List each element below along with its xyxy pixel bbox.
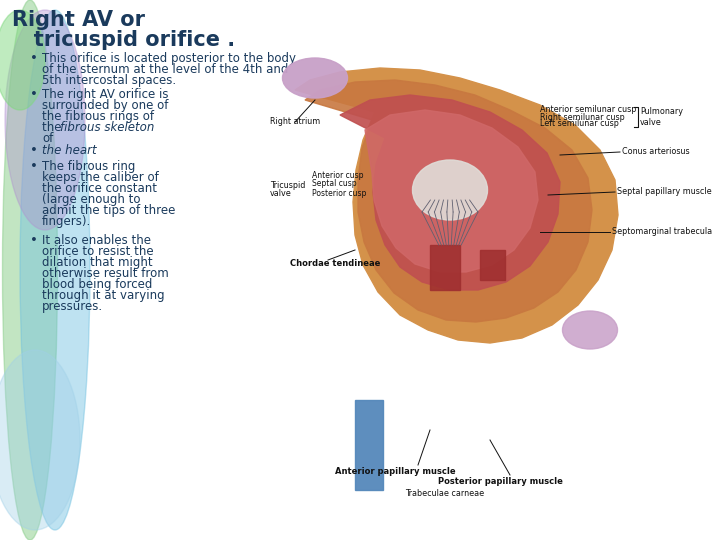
Text: Left semilunar cusp: Left semilunar cusp bbox=[540, 119, 619, 129]
Ellipse shape bbox=[20, 10, 90, 530]
Polygon shape bbox=[365, 110, 538, 272]
Text: Trabeculae carneae: Trabeculae carneae bbox=[405, 489, 485, 497]
Ellipse shape bbox=[562, 311, 618, 349]
Text: the: the bbox=[42, 121, 66, 134]
Text: This orifice is located posterior to the body: This orifice is located posterior to the… bbox=[42, 52, 296, 65]
Text: Anterior semilunar cusp: Anterior semilunar cusp bbox=[540, 105, 636, 114]
Text: otherwise result from: otherwise result from bbox=[42, 267, 168, 280]
Text: pressures.: pressures. bbox=[42, 300, 103, 313]
Text: •: • bbox=[30, 52, 38, 65]
Text: The right AV orifice is: The right AV orifice is bbox=[42, 88, 168, 101]
Text: It also enables the: It also enables the bbox=[42, 234, 151, 247]
Text: Posterior papillary muscle: Posterior papillary muscle bbox=[438, 477, 562, 487]
Text: Septal cusp: Septal cusp bbox=[312, 179, 356, 188]
Text: the orifice constant: the orifice constant bbox=[42, 182, 157, 195]
Bar bbox=[430, 245, 460, 290]
Text: admit the tips of three: admit the tips of three bbox=[42, 204, 176, 217]
Ellipse shape bbox=[2, 0, 58, 540]
Text: dilation that might: dilation that might bbox=[42, 256, 153, 269]
Bar bbox=[480, 250, 505, 280]
Text: valve: valve bbox=[270, 188, 292, 198]
Ellipse shape bbox=[0, 350, 80, 530]
Text: the fibrous rings of: the fibrous rings of bbox=[42, 110, 154, 123]
Text: tricuspid orifice .: tricuspid orifice . bbox=[12, 30, 235, 50]
Text: of the sternum at the level of the 4th and: of the sternum at the level of the 4th a… bbox=[42, 63, 289, 76]
Text: •: • bbox=[30, 144, 38, 157]
Bar bbox=[355, 400, 383, 490]
Text: Anterior papillary muscle: Anterior papillary muscle bbox=[335, 468, 455, 476]
Text: Tricuspid: Tricuspid bbox=[270, 180, 305, 190]
Text: Right atrium: Right atrium bbox=[270, 118, 320, 126]
Text: Pulmonary
valve: Pulmonary valve bbox=[640, 107, 683, 127]
Text: orifice to resist the: orifice to resist the bbox=[42, 245, 153, 258]
Text: keeps the caliber of: keeps the caliber of bbox=[42, 171, 158, 184]
Text: •: • bbox=[30, 88, 38, 101]
Text: Posterior cusp: Posterior cusp bbox=[312, 188, 366, 198]
Text: through it at varying: through it at varying bbox=[42, 289, 165, 302]
Text: Conus arteriosus: Conus arteriosus bbox=[622, 147, 690, 157]
Text: fingers).: fingers). bbox=[42, 215, 91, 228]
Ellipse shape bbox=[5, 10, 85, 230]
Ellipse shape bbox=[282, 58, 348, 98]
Ellipse shape bbox=[0, 10, 45, 110]
Text: Septal papillary muscle: Septal papillary muscle bbox=[617, 187, 711, 197]
Polygon shape bbox=[295, 68, 618, 343]
Text: Right AV or: Right AV or bbox=[12, 10, 145, 30]
Text: Chordae tendineae: Chordae tendineae bbox=[290, 259, 380, 267]
Ellipse shape bbox=[413, 160, 487, 220]
Polygon shape bbox=[340, 95, 560, 290]
Text: Septomarginal trabecula: Septomarginal trabecula bbox=[612, 227, 712, 237]
Text: fibrous skeleton: fibrous skeleton bbox=[60, 121, 154, 134]
Text: Right semilunar cusp: Right semilunar cusp bbox=[540, 112, 625, 122]
Text: 5th intercostal spaces.: 5th intercostal spaces. bbox=[42, 74, 176, 87]
Text: •: • bbox=[30, 234, 38, 247]
Text: •: • bbox=[30, 160, 38, 173]
Polygon shape bbox=[305, 80, 592, 322]
Text: surrounded by one of: surrounded by one of bbox=[42, 99, 168, 112]
Text: The fibrous ring: The fibrous ring bbox=[42, 160, 135, 173]
Text: of: of bbox=[42, 132, 53, 145]
Text: the heart: the heart bbox=[42, 144, 96, 157]
Text: (large enough to: (large enough to bbox=[42, 193, 140, 206]
Text: Anterior cusp: Anterior cusp bbox=[312, 171, 364, 179]
Text: blood being forced: blood being forced bbox=[42, 278, 153, 291]
